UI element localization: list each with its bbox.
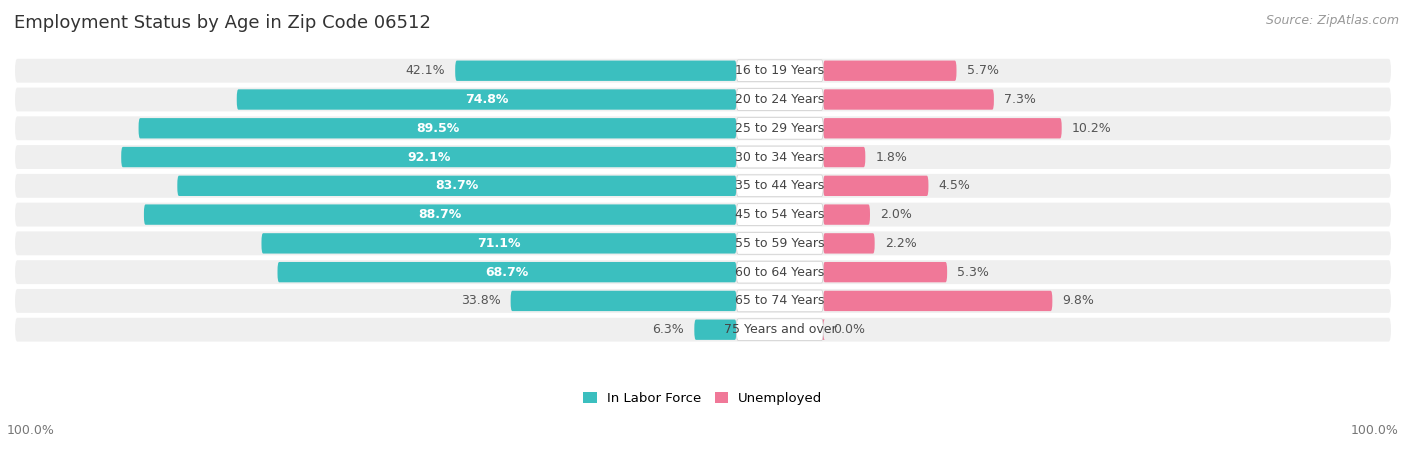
Text: 65 to 74 Years: 65 to 74 Years: [735, 295, 824, 308]
Text: 83.7%: 83.7%: [436, 179, 478, 192]
Text: 35 to 44 Years: 35 to 44 Years: [735, 179, 824, 192]
Text: Employment Status by Age in Zip Code 06512: Employment Status by Age in Zip Code 065…: [14, 14, 430, 32]
FancyBboxPatch shape: [121, 147, 737, 167]
Text: 5.7%: 5.7%: [966, 64, 998, 77]
Text: 20 to 24 Years: 20 to 24 Years: [735, 93, 824, 106]
Text: 92.1%: 92.1%: [408, 151, 450, 164]
FancyBboxPatch shape: [737, 261, 824, 283]
FancyBboxPatch shape: [824, 175, 928, 196]
FancyBboxPatch shape: [15, 59, 1391, 83]
FancyBboxPatch shape: [824, 233, 875, 253]
Text: Source: ZipAtlas.com: Source: ZipAtlas.com: [1265, 14, 1399, 27]
FancyBboxPatch shape: [15, 87, 1391, 111]
Text: 30 to 34 Years: 30 to 34 Years: [735, 151, 824, 164]
Text: 88.7%: 88.7%: [419, 208, 461, 221]
FancyBboxPatch shape: [824, 60, 956, 81]
Text: 71.1%: 71.1%: [477, 237, 520, 250]
FancyBboxPatch shape: [737, 175, 824, 197]
FancyBboxPatch shape: [821, 319, 825, 340]
FancyBboxPatch shape: [456, 60, 737, 81]
Text: 4.5%: 4.5%: [938, 179, 970, 192]
Text: 1.8%: 1.8%: [876, 151, 907, 164]
FancyBboxPatch shape: [15, 260, 1391, 284]
FancyBboxPatch shape: [139, 118, 737, 138]
Text: 16 to 19 Years: 16 to 19 Years: [735, 64, 824, 77]
Text: 7.3%: 7.3%: [1004, 93, 1036, 106]
FancyBboxPatch shape: [15, 202, 1391, 226]
FancyBboxPatch shape: [236, 89, 737, 110]
Text: 9.8%: 9.8%: [1063, 295, 1094, 308]
FancyBboxPatch shape: [737, 60, 824, 82]
FancyBboxPatch shape: [695, 319, 737, 340]
FancyBboxPatch shape: [177, 175, 737, 196]
FancyBboxPatch shape: [737, 290, 824, 312]
FancyBboxPatch shape: [15, 289, 1391, 313]
Text: 25 to 29 Years: 25 to 29 Years: [735, 122, 824, 135]
FancyBboxPatch shape: [15, 231, 1391, 255]
Text: 2.2%: 2.2%: [884, 237, 917, 250]
Text: 75 Years and over: 75 Years and over: [724, 323, 837, 336]
Text: 6.3%: 6.3%: [652, 323, 685, 336]
Text: 100.0%: 100.0%: [1351, 424, 1399, 437]
FancyBboxPatch shape: [737, 89, 824, 110]
FancyBboxPatch shape: [737, 233, 824, 254]
FancyBboxPatch shape: [824, 291, 1052, 311]
FancyBboxPatch shape: [143, 204, 737, 225]
FancyBboxPatch shape: [277, 262, 737, 282]
Text: 5.3%: 5.3%: [957, 266, 988, 279]
FancyBboxPatch shape: [15, 116, 1391, 140]
Text: 2.0%: 2.0%: [880, 208, 912, 221]
FancyBboxPatch shape: [824, 262, 948, 282]
FancyBboxPatch shape: [824, 118, 1062, 138]
Text: 89.5%: 89.5%: [416, 122, 460, 135]
FancyBboxPatch shape: [824, 89, 994, 110]
Text: 100.0%: 100.0%: [7, 424, 55, 437]
Text: 74.8%: 74.8%: [465, 93, 508, 106]
FancyBboxPatch shape: [737, 319, 824, 341]
FancyBboxPatch shape: [15, 145, 1391, 169]
FancyBboxPatch shape: [510, 291, 737, 311]
FancyBboxPatch shape: [262, 233, 737, 253]
Text: 0.0%: 0.0%: [834, 323, 865, 336]
Text: 33.8%: 33.8%: [461, 295, 501, 308]
FancyBboxPatch shape: [824, 204, 870, 225]
FancyBboxPatch shape: [737, 204, 824, 226]
Text: 60 to 64 Years: 60 to 64 Years: [735, 266, 824, 279]
Text: 68.7%: 68.7%: [485, 266, 529, 279]
FancyBboxPatch shape: [737, 146, 824, 168]
Text: 10.2%: 10.2%: [1071, 122, 1112, 135]
FancyBboxPatch shape: [15, 174, 1391, 198]
Text: 42.1%: 42.1%: [405, 64, 446, 77]
Text: 55 to 59 Years: 55 to 59 Years: [735, 237, 824, 250]
Text: 45 to 54 Years: 45 to 54 Years: [735, 208, 824, 221]
FancyBboxPatch shape: [824, 147, 865, 167]
Legend: In Labor Force, Unemployed: In Labor Force, Unemployed: [583, 392, 823, 405]
FancyBboxPatch shape: [737, 117, 824, 139]
FancyBboxPatch shape: [15, 318, 1391, 341]
